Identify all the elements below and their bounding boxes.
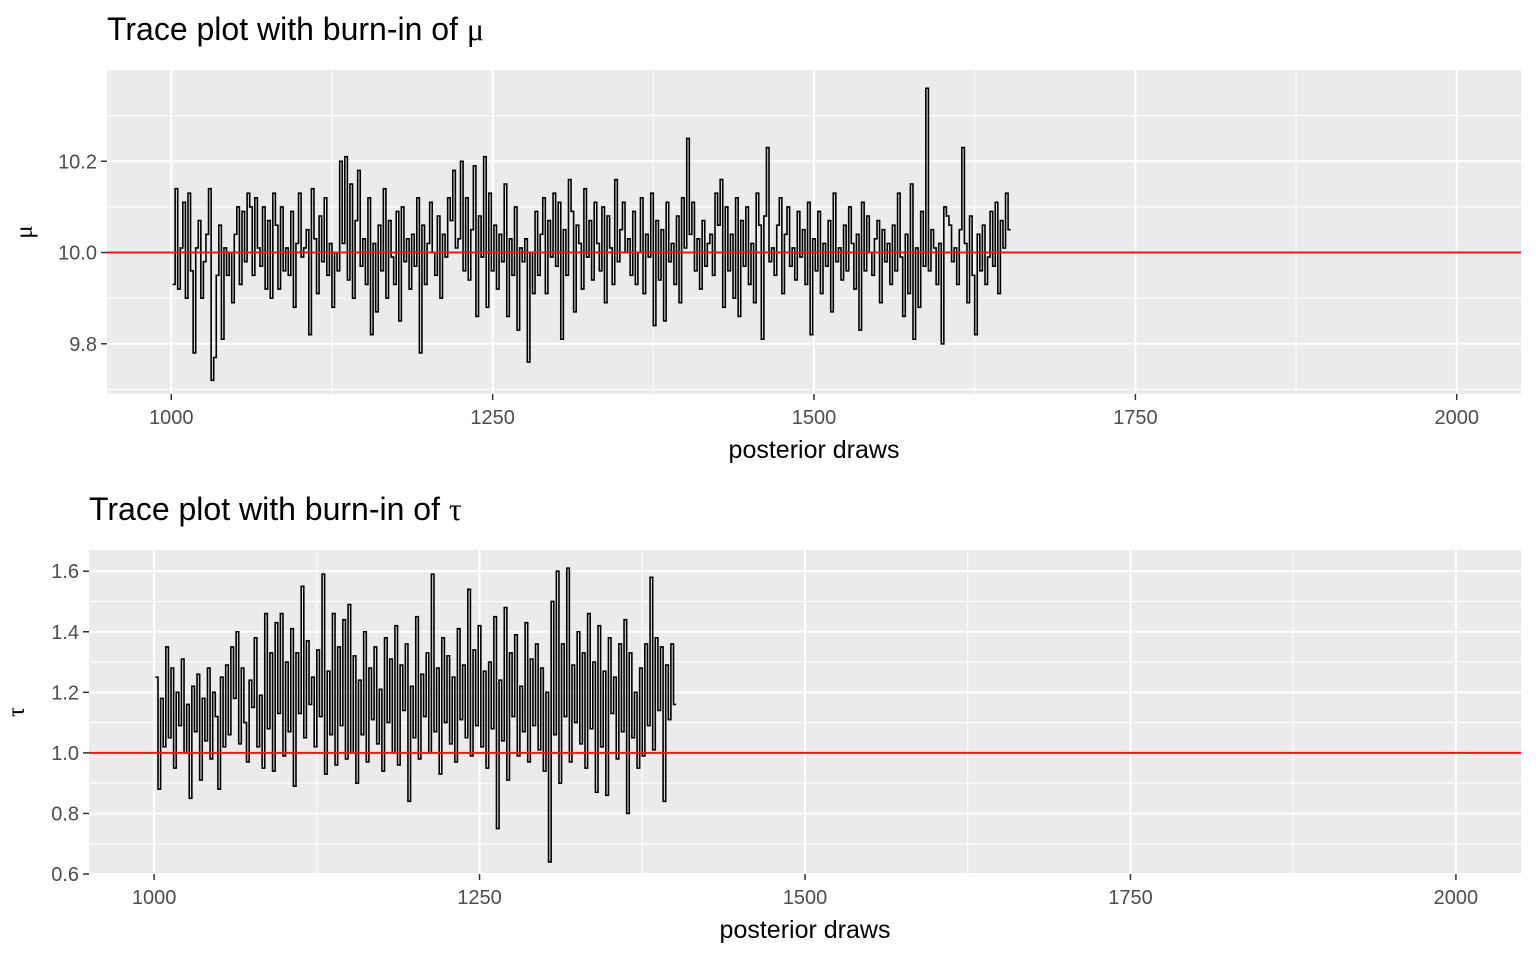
chart-title: Trace plot with burn-in of τ (89, 491, 462, 527)
y-axis-ticks: 9.8 10.0 10.2 (58, 151, 107, 356)
x-tick-label: 2000 (1434, 887, 1479, 909)
y-tick-label: 1.2 (51, 682, 79, 704)
y-axis-title: μ (11, 225, 38, 238)
x-tick-label: 1750 (1108, 887, 1153, 909)
x-tick-label: 1000 (132, 887, 177, 909)
y-tick-label: 0.8 (51, 803, 79, 825)
x-tick-label: 1250 (457, 887, 502, 909)
x-tick-label: 1000 (149, 407, 194, 429)
x-axis-title: posterior draws (720, 916, 891, 944)
y-tick-label: 9.8 (69, 334, 97, 356)
y-tick-label: 10.2 (58, 151, 97, 173)
y-tick-label: 1.0 (51, 743, 79, 765)
x-tick-label: 1750 (1113, 407, 1158, 429)
trace-line (155, 567, 677, 863)
y-tick-label: 1.6 (51, 561, 79, 583)
y-tick-label: 0.6 (51, 864, 79, 886)
x-tick-label: 2000 (1434, 407, 1479, 429)
x-axis-title: posterior draws (729, 436, 900, 464)
x-axis-ticks: 1000 1250 1500 1750 2000 (149, 394, 1479, 429)
chart-title: Trace plot with burn-in of μ (107, 11, 484, 47)
y-tick-label: 1.4 (51, 622, 79, 644)
mu-trace-chart: Trace plot with burn-in of μ 9.8 10.0 10.2… (11, 11, 1521, 464)
x-tick-label: 1500 (792, 407, 837, 429)
y-axis-ticks: 0.6 0.8 1.0 1.2 1.4 1.6 (51, 561, 89, 886)
x-tick-label: 1250 (470, 407, 515, 429)
x-tick-label: 1500 (783, 887, 828, 909)
x-axis-ticks: 1000 1250 1500 1750 2000 (132, 874, 1478, 909)
y-axis-title: τ (3, 707, 30, 717)
major-gridlines (89, 550, 1521, 875)
tau-trace-chart: Trace plot with burn-in of τ 0.6 0.8 1.0 1.… (3, 491, 1521, 944)
y-tick-label: 10.0 (58, 243, 97, 265)
